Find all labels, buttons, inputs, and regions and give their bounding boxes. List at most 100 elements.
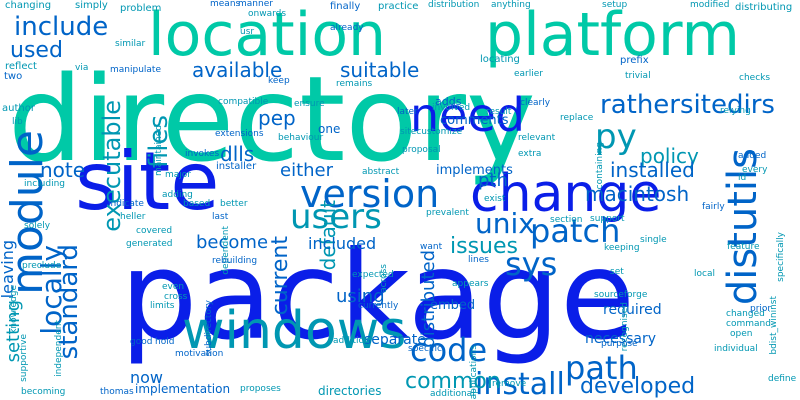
word: implementation [135,382,231,396]
word: adds [435,95,462,108]
word: author [2,103,35,114]
word: trivial [625,71,651,81]
word: directories [318,384,382,398]
word: motivation [175,349,224,359]
word: extensions [215,129,264,139]
word: anything [491,0,531,10]
word: suitable [340,58,420,82]
word: support [590,214,625,224]
word: practice [378,1,419,12]
word: need [410,88,525,142]
word: one [318,122,341,136]
word: invokes [185,149,220,159]
word: cross [164,292,188,302]
word: two [4,71,23,82]
word: every [742,165,768,175]
word: rebuilding [212,256,258,266]
word: good [130,337,153,347]
word: patch [530,212,621,250]
word: keeping [604,243,640,253]
word: fairly [702,202,725,212]
word: separate [364,332,426,348]
word: lib [12,117,23,127]
word: last [212,212,229,222]
word: sitedirs [680,90,775,120]
word: abstract [362,167,400,177]
word: required [603,302,662,318]
word: local [694,269,715,279]
word: proposal [402,145,441,155]
word: maintained [154,125,164,176]
word: prevalent [426,208,469,218]
word: unix [475,207,535,240]
word: reflect [5,61,37,72]
word: across [379,264,389,293]
word: necessary [585,331,657,347]
word: modified [690,0,730,10]
word: macintosh [585,182,690,206]
word: location [148,0,387,70]
word: dlls [220,142,255,166]
word: exist [484,194,506,204]
word: bdist_wininst [769,296,779,355]
word: thomas [100,387,134,397]
word: supportive [19,334,29,382]
word: using [336,286,385,307]
word: adding [162,190,193,200]
word: installed [610,158,695,182]
word: result [486,107,512,117]
word: keep [268,76,290,86]
word: open [730,329,753,339]
word: additional [430,389,475,399]
word: users [290,197,382,237]
word: distribution [428,0,480,10]
word: feature [727,242,760,252]
word: pep [258,106,296,130]
word: including [24,179,65,189]
word: based [183,199,211,209]
word: containing [595,142,605,190]
word: setup [602,0,628,10]
word: version [300,172,440,216]
word: include [14,12,109,42]
word: implements [436,163,513,178]
word: extra [518,149,542,159]
word: even [162,282,185,292]
word: means [210,0,241,9]
word: involved [432,103,471,113]
word: rather [600,90,680,120]
word: prior [750,304,772,314]
word: specific [408,344,443,354]
word: become [196,232,269,253]
word: package [120,225,636,367]
word: prefix [620,55,649,66]
word: py [595,117,637,157]
word: changed [726,309,765,319]
word: manner [238,0,273,9]
word: knowledge [9,285,19,334]
word: common [405,369,501,394]
word: lines [468,255,489,265]
word: purpose [601,339,638,349]
word: via [75,63,89,73]
word: id [738,173,747,183]
word: command [726,319,771,329]
word: limits [150,301,175,311]
word: define [768,374,797,384]
word: ensure [294,99,325,109]
word: included [308,234,377,253]
word: expected [352,270,394,280]
word: specifically [776,232,786,282]
word: heller [120,212,146,222]
word: hold [155,337,175,347]
word: locating [480,54,520,65]
word: generated [126,239,173,249]
word: platform [485,0,740,70]
word: site [75,135,220,228]
word: earlier [514,69,543,79]
word: major [165,170,191,180]
word: available [192,58,283,82]
word: changing [5,0,52,11]
word: currently [358,301,399,311]
word: now [130,368,164,387]
